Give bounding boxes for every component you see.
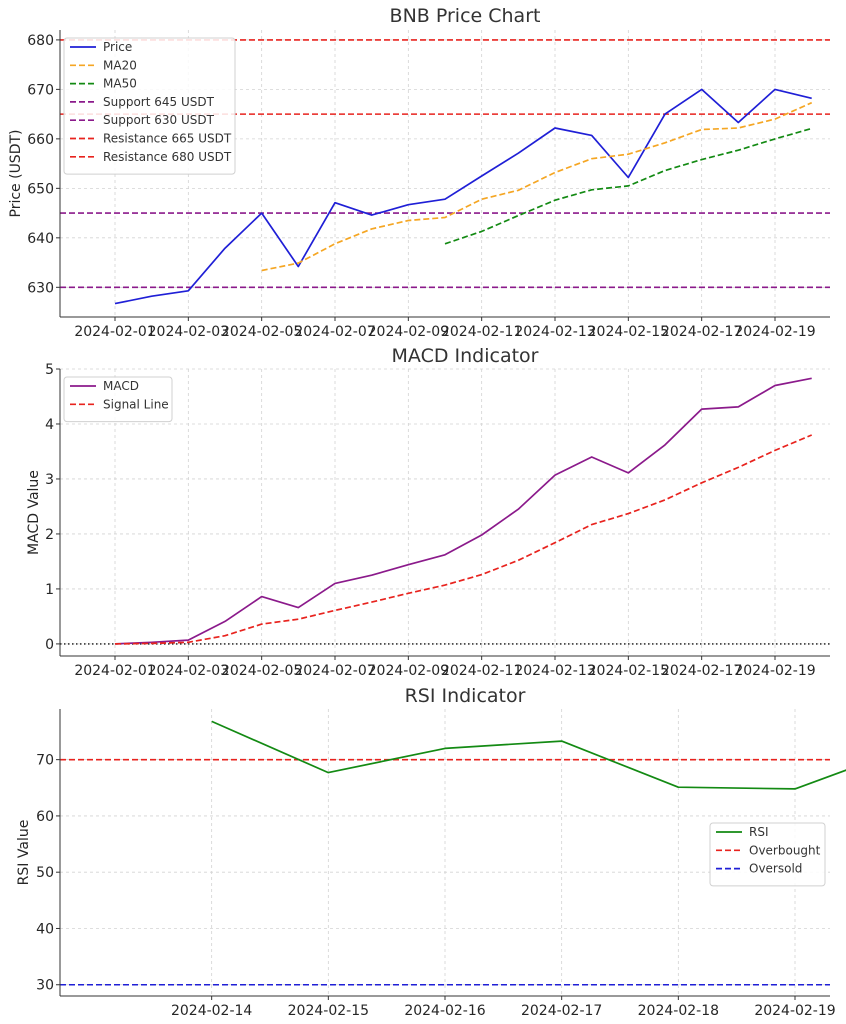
x-tick-label: 2024-02-17 [661, 663, 742, 679]
y-tick-label: 50 [36, 865, 54, 881]
x-tick-label: 2024-02-03 [148, 324, 229, 340]
y-tick-label: 2 [45, 527, 54, 543]
series-line-1 [114, 377, 812, 645]
x-tick-label: 2024-02-09 [368, 324, 449, 340]
x-tick-label: 2024-02-07 [294, 324, 375, 340]
legend-box [63, 376, 173, 423]
x-tick-label: 2024-02-07 [294, 663, 375, 679]
legend-label: Resistance 680 USDT [103, 150, 232, 164]
x-tick-label: 2024-02-18 [638, 1003, 719, 1019]
series-line-1 [211, 720, 846, 790]
legend: RSI Overbought Oversold [709, 822, 826, 887]
legend-box [709, 822, 826, 887]
y-axis-label: Price (USDT) [8, 130, 24, 218]
x-tick-label: 2024-02-11 [441, 663, 522, 679]
x-tick-label: 2024-02-19 [734, 663, 815, 679]
x-tick-label: 2024-02-13 [514, 324, 595, 340]
legend: Price MA20 MA50 Support 645 USDT Support 630… [63, 37, 236, 175]
y-tick-label: 650 [27, 181, 54, 197]
y-tick-label: 3 [45, 472, 54, 488]
y-axis-label: MACD Value [26, 470, 42, 555]
x-tick-label: 2024-02-05 [221, 663, 302, 679]
x-tick-label: 2024-02-17 [521, 1003, 602, 1019]
chart-title: BNB Price Chart [390, 5, 541, 27]
x-tick-label: 2024-02-01 [74, 324, 155, 340]
y-tick-label: 1 [45, 582, 54, 598]
x-tick-label: 2024-02-16 [404, 1003, 485, 1019]
y-tick-label: 30 [36, 978, 54, 994]
chart-panel-3: 30 40 50 60 70 2024-02-14 2024-02-15 2024-02-16… [16, 685, 846, 1019]
legend-label: Support 630 USDT [103, 113, 215, 127]
legend-label: Oversold [749, 862, 802, 876]
x-tick-label: 2024-02-17 [661, 324, 742, 340]
x-tick-label: 2024-02-14 [171, 1003, 252, 1019]
legend-label: Price [103, 40, 132, 54]
legend-label: MACD [103, 379, 139, 393]
series-line-2 [114, 434, 813, 645]
x-tick-label: 2024-02-15 [588, 663, 669, 679]
x-tick-label: 2024-02-19 [754, 1003, 835, 1019]
y-tick-label: 70 [36, 753, 54, 769]
legend-label: RSI [749, 825, 769, 839]
chart-panel-2: 0123452024-02-012024-02-032024-02-052024… [26, 345, 830, 679]
y-tick-label: 670 [27, 82, 54, 98]
y-tick-label: 640 [27, 231, 54, 247]
y-axis-label: RSI Value [16, 820, 32, 886]
chart-title: MACD Indicator [392, 345, 539, 367]
legend-box [63, 37, 236, 175]
y-tick-label: 0 [45, 637, 54, 653]
legend-label: Signal Line [103, 397, 169, 411]
legend-label: Resistance 665 USDT [103, 132, 232, 146]
series-line-1 [114, 88, 812, 305]
x-tick-label: 2024-02-09 [368, 663, 449, 679]
x-tick-label: 2024-02-05 [221, 324, 302, 340]
x-tick-label: 2024-02-15 [288, 1003, 369, 1019]
chart-title: RSI Indicator [405, 685, 526, 707]
grid-lines [60, 368, 830, 656]
x-tick-label: 2024-02-03 [148, 663, 229, 679]
x-tick-label: 2024-02-01 [74, 663, 155, 679]
y-tick-label: 680 [27, 33, 54, 49]
y-tick-label: 40 [36, 921, 54, 937]
y-tick-label: 630 [27, 280, 54, 296]
legend: MACD Signal Line [63, 376, 173, 423]
legend-label: MA50 [103, 77, 137, 91]
series-line-2 [261, 101, 813, 272]
y-tick-label: 660 [27, 132, 54, 148]
series-line-3 [444, 127, 812, 245]
legend-label: Support 645 USDT [103, 95, 215, 109]
y-tick-label: 60 [36, 809, 54, 825]
legend-label: MA20 [103, 58, 137, 72]
chart-panel-1: 6306406506606706802024-02-012024-02-0320… [8, 5, 830, 340]
y-tick-label: 5 [45, 362, 54, 378]
x-tick-label: 2024-02-19 [734, 324, 815, 340]
legend-label: Overbought [749, 843, 821, 857]
x-tick-label: 2024-02-11 [441, 324, 522, 340]
x-tick-label: 2024-02-15 [588, 324, 669, 340]
y-tick-label: 4 [45, 417, 54, 433]
x-tick-label: 2024-02-13 [514, 663, 595, 679]
